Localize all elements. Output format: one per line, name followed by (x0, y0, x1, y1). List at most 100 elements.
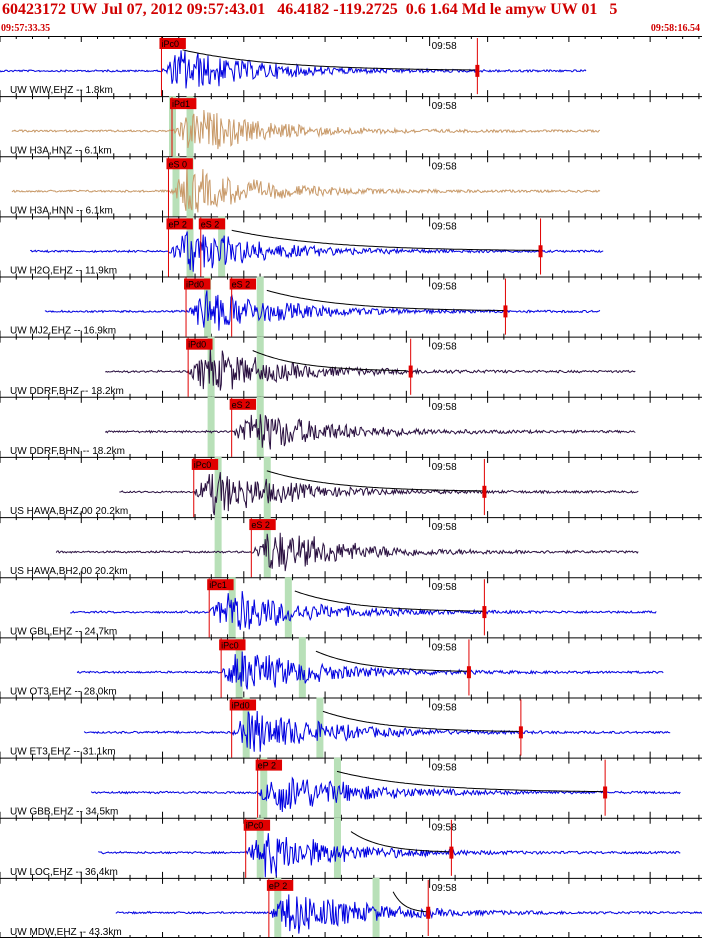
waveform (11, 109, 601, 150)
trace-panel: 09:58 eS 2 UW DDRF,BHN -- 18.2km (0, 396, 702, 457)
station-label: UW H3A,HNN -- 6.1km (10, 205, 113, 216)
coda-end-block (503, 305, 508, 318)
pick-window (242, 697, 250, 758)
pick-window (214, 517, 222, 578)
pick-box (184, 278, 211, 290)
pick-label: iPc0 (194, 460, 212, 470)
coda-end-block (482, 606, 487, 619)
pick-window (298, 637, 306, 698)
minute-label: 09:58 (432, 161, 457, 172)
coda-end-block (538, 245, 543, 258)
station-label: UW DDRF,BHN -- 18.2km (10, 446, 125, 457)
minute-label: 09:58 (432, 342, 457, 353)
station-label: UW LOC,EHZ -- 36.4km (10, 867, 118, 878)
coda-curve (182, 49, 477, 71)
waveform (30, 231, 604, 272)
pick-label: eP 2 (269, 881, 287, 891)
pick-label: eP 2 (258, 761, 276, 771)
pick-label: iPc1 (209, 580, 227, 590)
trace-panel: 09:58 eS 0 UW H3A,HNN -- 6.1km (0, 156, 702, 217)
coda-end-block (518, 726, 523, 739)
coda-curve (266, 289, 505, 311)
pick-box (229, 398, 257, 410)
trace-panel: 09:58 eP 2 UW GBB,EHZ -- 34.5km (0, 757, 702, 818)
station-label: UW MDW,EHZ -- 43.3km (10, 927, 122, 938)
trace-panel: 09:58 eS 2 US HAWA,BH2,00 20.2km (0, 517, 702, 578)
coda-curve (336, 770, 603, 793)
coda-curve (392, 891, 428, 913)
minute-label: 09:58 (432, 883, 457, 894)
coda-curve (231, 229, 540, 251)
coda-curve (266, 470, 483, 492)
pick-window (263, 517, 271, 578)
minute-label: 09:58 (432, 823, 457, 834)
pick-box (219, 639, 246, 651)
pick-box (159, 38, 186, 49)
waveform (115, 894, 702, 934)
trace-panel: 09:58 iPc1 UW GBL,EHZ -- 24.7km (0, 577, 702, 638)
minute-label: 09:58 (432, 221, 457, 232)
coda-end-block (603, 786, 608, 799)
minute-label: 09:58 (432, 101, 457, 112)
pick-label: iPc0 (221, 640, 239, 650)
pick-box (255, 759, 283, 771)
waveform (98, 833, 681, 878)
coda-curve (252, 350, 407, 372)
station-label: UW OT3,EHZ -- 28.0km (10, 686, 117, 697)
waveform (44, 290, 601, 331)
station-label: UW GBL,EHZ -- 24.7km (10, 626, 117, 637)
coda-end-block (449, 846, 454, 859)
pick-window (186, 96, 194, 157)
trace-panel: 09:58 iPd0 UW DDRF,BHZ -- 18.2km (0, 336, 702, 397)
pick-window (228, 577, 236, 638)
pick-window (218, 216, 226, 277)
coda-end-block (466, 666, 471, 679)
pick-box (166, 218, 193, 230)
pick-box (207, 579, 234, 591)
pick-box (166, 158, 193, 170)
start-time: 09:57:33.35 (1, 23, 51, 34)
coda-curve (350, 831, 449, 853)
event-title: 60423172 UW Jul 07, 2012 09:57:43.01 46.… (2, 1, 618, 18)
minute-label: 09:58 (432, 522, 457, 533)
station-label: UW H2O,EHZ -- 11.9km (10, 266, 117, 277)
pick-box (249, 519, 276, 531)
pick-label: eS 2 (232, 400, 251, 410)
pick-window (284, 577, 292, 638)
pick-window (207, 396, 215, 457)
coda-end-block (475, 64, 480, 77)
pick-window (333, 757, 341, 818)
trace-panel: 09:58 eP 2 eS 2 UW H2O,EHZ -- 11.9km (0, 216, 702, 277)
coda-curve (322, 710, 519, 732)
minute-label: 09:58 (432, 402, 457, 413)
waveform (105, 346, 636, 391)
pick-label: iPc0 (161, 39, 179, 49)
pick-label: eP 2 (168, 219, 186, 229)
trace-panel: 09:58 iPd0 UW ET3,EHZ -- 31.1km (0, 697, 702, 758)
pick-window (256, 336, 264, 397)
station-label: UW MJ2,EHZ -- 16.9km (10, 326, 116, 337)
pick-box (198, 218, 226, 230)
coda-curve (294, 590, 483, 612)
pick-window (256, 817, 264, 878)
trace-panel: 09:58 iPc0 US HAWA,BHZ,00 20.2km (0, 456, 702, 518)
coda-end-block (426, 906, 431, 919)
pick-box (266, 879, 294, 891)
minute-label: 09:58 (432, 462, 457, 473)
pick-label: eS 2 (251, 520, 270, 530)
pick-label: eS 2 (232, 280, 251, 290)
waveform (83, 710, 671, 752)
pick-label: iPd1 (172, 99, 190, 109)
station-label: UW GBB,EHZ -- 34.5km (10, 807, 118, 818)
pick-window (172, 156, 180, 217)
pick-window (256, 276, 264, 337)
station-label: UW ET3,EHZ -- 31.1km (10, 747, 116, 758)
waveform (76, 651, 664, 690)
pick-box (229, 699, 257, 711)
station-label: UW WIW,EHZ -- 1.8km (10, 85, 113, 96)
pick-window (260, 757, 268, 818)
pick-window (186, 216, 194, 277)
trace-panel: 09:58 iPc0 UW OT3,EHZ -- 28.0km (0, 637, 702, 698)
waveform (0, 50, 587, 89)
record-header: 60423172 UW Jul 07, 2012 09:57:43.01 46.… (0, 0, 702, 36)
